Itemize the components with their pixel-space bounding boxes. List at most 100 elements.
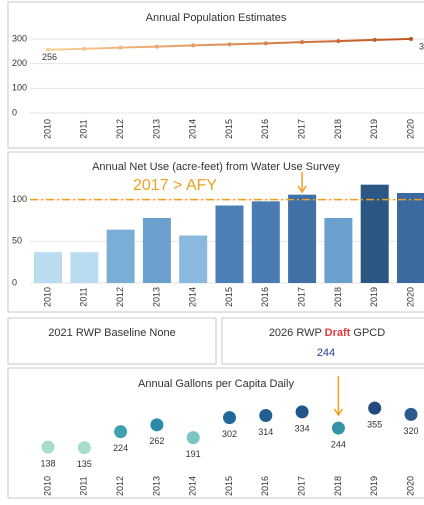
bar xyxy=(324,218,353,283)
data-label: 300 xyxy=(419,41,424,51)
data-label: 320 xyxy=(403,426,418,436)
x-tick-label: 2011 xyxy=(79,476,89,495)
data-label: 355 xyxy=(367,419,382,429)
kpi-text: 2021 RWP Baseline None xyxy=(48,327,175,339)
point xyxy=(118,45,123,50)
bar xyxy=(215,205,244,283)
point xyxy=(295,405,309,419)
x-tick-label: 2015 xyxy=(224,119,234,139)
x-tick-label: 2010 xyxy=(42,476,52,496)
point xyxy=(46,47,50,52)
kpi-box xyxy=(221,317,424,365)
bar xyxy=(360,184,389,283)
x-tick-label: 2016 xyxy=(260,476,270,496)
kpi-highlight: Draft xyxy=(325,327,351,339)
panel xyxy=(7,367,424,499)
point xyxy=(409,36,413,41)
bar xyxy=(70,252,99,283)
point xyxy=(82,46,87,51)
data-label: 302 xyxy=(222,429,237,439)
bar xyxy=(288,194,317,283)
data-label: 314 xyxy=(258,427,273,437)
x-tick-label: 2018 xyxy=(333,119,343,139)
x-tick-label: 2014 xyxy=(188,287,198,307)
data-label: 334 xyxy=(295,423,310,433)
x-tick-label: 2011 xyxy=(79,119,89,138)
point xyxy=(191,43,196,48)
point xyxy=(223,411,236,425)
point xyxy=(77,441,91,455)
x-tick-label: 2019 xyxy=(369,287,379,307)
point xyxy=(259,408,273,422)
data-label: 138 xyxy=(40,459,55,469)
y-tick-label: 100 xyxy=(12,83,27,93)
x-tick-label: 2017 xyxy=(296,119,306,139)
point xyxy=(336,39,341,44)
x-tick-label: 2014 xyxy=(188,476,198,496)
point xyxy=(186,431,200,445)
x-tick-label: 2018 xyxy=(333,287,343,307)
x-tick-label: 2011 xyxy=(79,287,89,306)
x-tick-label: 2010 xyxy=(42,287,52,307)
chart-title: Annual Population Estimates xyxy=(146,12,287,24)
x-tick-label: 2012 xyxy=(115,476,125,496)
point xyxy=(404,407,418,421)
bar xyxy=(142,218,171,283)
bar xyxy=(397,193,424,283)
y-tick-label: 50 xyxy=(12,236,22,246)
data-label: 135 xyxy=(77,459,92,469)
x-tick-label: 2010 xyxy=(42,119,52,139)
bar xyxy=(106,229,135,283)
panel xyxy=(7,1,424,149)
x-tick-label: 2013 xyxy=(151,119,161,139)
x-tick-label: 2019 xyxy=(369,476,379,496)
data-label: 262 xyxy=(149,436,164,446)
data-label: 191 xyxy=(186,449,201,459)
bar xyxy=(251,201,280,283)
x-tick-label: 2015 xyxy=(224,476,234,496)
x-tick-label: 2020 xyxy=(405,476,415,496)
y-tick-label: 100 xyxy=(12,194,27,204)
kpi-box xyxy=(7,317,217,365)
x-tick-label: 2020 xyxy=(405,119,415,139)
annotation: 2017 > AFY xyxy=(133,177,217,194)
arrow xyxy=(333,376,344,417)
point xyxy=(300,40,305,45)
x-tick-label: 2013 xyxy=(151,476,161,496)
x-tick-label: 2012 xyxy=(115,287,125,307)
point xyxy=(368,401,382,415)
x-tick-label: 2017 xyxy=(296,476,306,496)
x-tick-label: 2014 xyxy=(188,119,198,139)
data-label: 256 xyxy=(42,52,57,62)
y-tick-label: 0 xyxy=(12,107,17,117)
kpi-text: 2026 RWP Draft GPCD xyxy=(269,327,385,339)
x-tick-label: 2018 xyxy=(333,476,343,496)
arrow xyxy=(297,172,307,194)
chart-title: Annual Net Use (acre-feet) from Water Us… xyxy=(92,161,340,173)
point xyxy=(154,44,159,49)
x-tick-label: 2015 xyxy=(224,287,234,307)
kpi-value: 244 xyxy=(317,347,335,359)
point xyxy=(114,425,128,439)
point xyxy=(227,42,232,47)
point xyxy=(41,440,55,454)
kpi-text: 2026 RWP xyxy=(269,327,322,339)
y-tick-label: 200 xyxy=(12,58,27,68)
point xyxy=(372,37,377,42)
x-tick-label: 2016 xyxy=(260,287,270,307)
y-tick-label: 0 xyxy=(12,277,17,287)
x-tick-label: 2017 xyxy=(296,287,306,307)
bar xyxy=(34,252,62,283)
chart-title: Annual Gallons per Capita Daily xyxy=(138,378,294,390)
point xyxy=(331,421,345,435)
point xyxy=(150,418,164,432)
bar xyxy=(179,235,208,283)
x-tick-label: 2013 xyxy=(151,287,161,307)
x-tick-label: 2019 xyxy=(369,119,379,139)
x-tick-label: 2012 xyxy=(115,119,125,139)
data-label: 244 xyxy=(331,439,346,449)
y-tick-label: 300 xyxy=(12,33,27,43)
kpi-text: GPCD xyxy=(353,327,385,339)
